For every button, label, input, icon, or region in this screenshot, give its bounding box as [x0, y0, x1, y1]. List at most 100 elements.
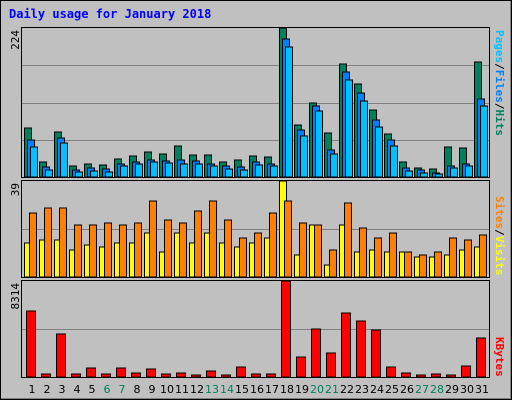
- bar-kbytes-day-9: [146, 368, 156, 378]
- bar-pages-day-25: [390, 145, 398, 178]
- bar-sites-day-16: [254, 232, 262, 278]
- bar-sites-day-21: [329, 249, 337, 278]
- day-label: 27: [415, 383, 429, 396]
- bar-sites-day-3: [59, 207, 67, 278]
- day-label: 26: [400, 383, 414, 396]
- bars-top: [24, 27, 488, 178]
- bar-pages-day-16: [255, 164, 263, 178]
- bar-pages-day-6: [105, 171, 113, 178]
- bar-pages-day-18: [285, 46, 293, 178]
- bar-pages-day-17: [270, 165, 278, 178]
- day-label: 1: [29, 383, 36, 396]
- bar-sites-day-9: [149, 200, 157, 278]
- bar-sites-day-6: [104, 222, 112, 278]
- bar-pages-day-3: [60, 142, 68, 178]
- bars-bottom: [26, 280, 486, 378]
- bar-kbytes-day-24: [371, 329, 381, 378]
- day-label: 11: [175, 383, 189, 396]
- bar-kbytes-day-23: [356, 320, 366, 378]
- bar-kbytes-day-17: [266, 373, 276, 378]
- bar-sites-day-26: [404, 251, 412, 278]
- panel-hits-files-pages: 224 Pages/Files/Hits: [9, 27, 506, 178]
- bar-sites-day-2: [44, 207, 52, 278]
- day-label: 21: [325, 383, 339, 396]
- bar-kbytes-day-26: [401, 372, 411, 378]
- day-label: 5: [89, 383, 96, 396]
- bar-pages-day-20: [315, 110, 323, 178]
- day-label: 7: [119, 383, 126, 396]
- bar-sites-day-1: [29, 212, 37, 278]
- bar-kbytes-day-22: [341, 312, 351, 378]
- bar-pages-day-15: [240, 169, 248, 178]
- day-label: 18: [280, 383, 294, 396]
- bar-pages-day-23: [360, 100, 368, 178]
- day-label: 16: [250, 383, 264, 396]
- bar-sites-day-8: [134, 222, 142, 278]
- plot-area-top: [21, 27, 490, 178]
- bar-kbytes-day-15: [236, 366, 246, 378]
- bar-pages-day-30: [465, 165, 473, 178]
- day-label: 30: [460, 383, 474, 396]
- bar-kbytes-day-10: [161, 373, 171, 378]
- day-label: 4: [74, 383, 81, 396]
- day-label: 22: [340, 383, 354, 396]
- bar-pages-day-4: [75, 171, 83, 178]
- bar-pages-day-5: [90, 170, 98, 178]
- bar-sites-day-13: [209, 200, 217, 278]
- bar-pages-day-21: [330, 153, 338, 178]
- day-label: 19: [295, 383, 309, 396]
- legend-part: Hits: [493, 110, 506, 137]
- bar-kbytes-day-21: [326, 352, 336, 378]
- bar-sites-day-23: [359, 227, 367, 278]
- bar-pages-day-31: [480, 105, 488, 178]
- legend-part: Sites: [493, 196, 506, 229]
- day-label: 12: [190, 383, 204, 396]
- bar-sites-day-24: [374, 237, 382, 278]
- bar-sites-day-18: [284, 200, 292, 278]
- bar-kbytes-day-31: [476, 337, 486, 378]
- ymax-label-middle: 39: [9, 183, 22, 196]
- day-labels: 1 2 3 4 5 6 7 8 9 10 11 12 13 14 15 16 17 18 19 20 21 22 23 24 2…: [29, 383, 490, 396]
- legend-part: Visits: [493, 236, 506, 276]
- bar-sites-day-19: [299, 222, 307, 278]
- bar-kbytes-day-1: [26, 310, 36, 378]
- day-label: 6: [104, 383, 111, 396]
- bar-kbytes-day-14: [221, 374, 231, 378]
- bar-sites-day-20: [314, 224, 322, 278]
- bar-kbytes-day-11: [176, 372, 186, 378]
- bar-kbytes-day-30: [461, 365, 471, 378]
- bar-kbytes-day-2: [41, 373, 51, 378]
- day-label: 10: [160, 383, 174, 396]
- bar-sites-day-25: [389, 232, 397, 278]
- bar-sites-day-30: [464, 239, 472, 278]
- bar-kbytes-day-20: [311, 328, 321, 378]
- day-label: 3: [59, 383, 66, 396]
- bar-kbytes-day-6: [101, 373, 111, 378]
- day-label: 15: [235, 383, 249, 396]
- bar-sites-day-7: [119, 224, 127, 278]
- bar-sites-day-22: [344, 202, 352, 278]
- bar-pages-day-22: [345, 79, 353, 178]
- bar-pages-day-14: [225, 168, 233, 178]
- day-label: 28: [430, 383, 444, 396]
- bar-kbytes-day-25: [386, 366, 396, 378]
- gridlines-top: [22, 65, 489, 141]
- ymax-label-bottom: 8314: [9, 283, 22, 310]
- bar-sites-day-4: [74, 224, 82, 278]
- legend-part: /: [493, 63, 506, 70]
- legend-part: /: [493, 229, 506, 236]
- bar-sites-day-27: [419, 254, 427, 278]
- bar-pages-day-11: [180, 163, 188, 178]
- day-label: 31: [475, 383, 489, 396]
- day-label: 2: [44, 383, 51, 396]
- bar-kbytes-day-18: [281, 280, 291, 378]
- legend-sites-visits: Sites/Visits: [493, 196, 506, 276]
- legend-part: KBytes: [493, 337, 506, 377]
- chart-title: Daily usage for January 2018: [9, 7, 211, 21]
- day-label: 23: [355, 383, 369, 396]
- bar-pages-day-2: [45, 169, 53, 178]
- bar-pages-day-1: [30, 146, 38, 178]
- legend-part: Files: [493, 70, 506, 103]
- bar-pages-day-26: [405, 170, 413, 178]
- day-label: 24: [370, 383, 384, 396]
